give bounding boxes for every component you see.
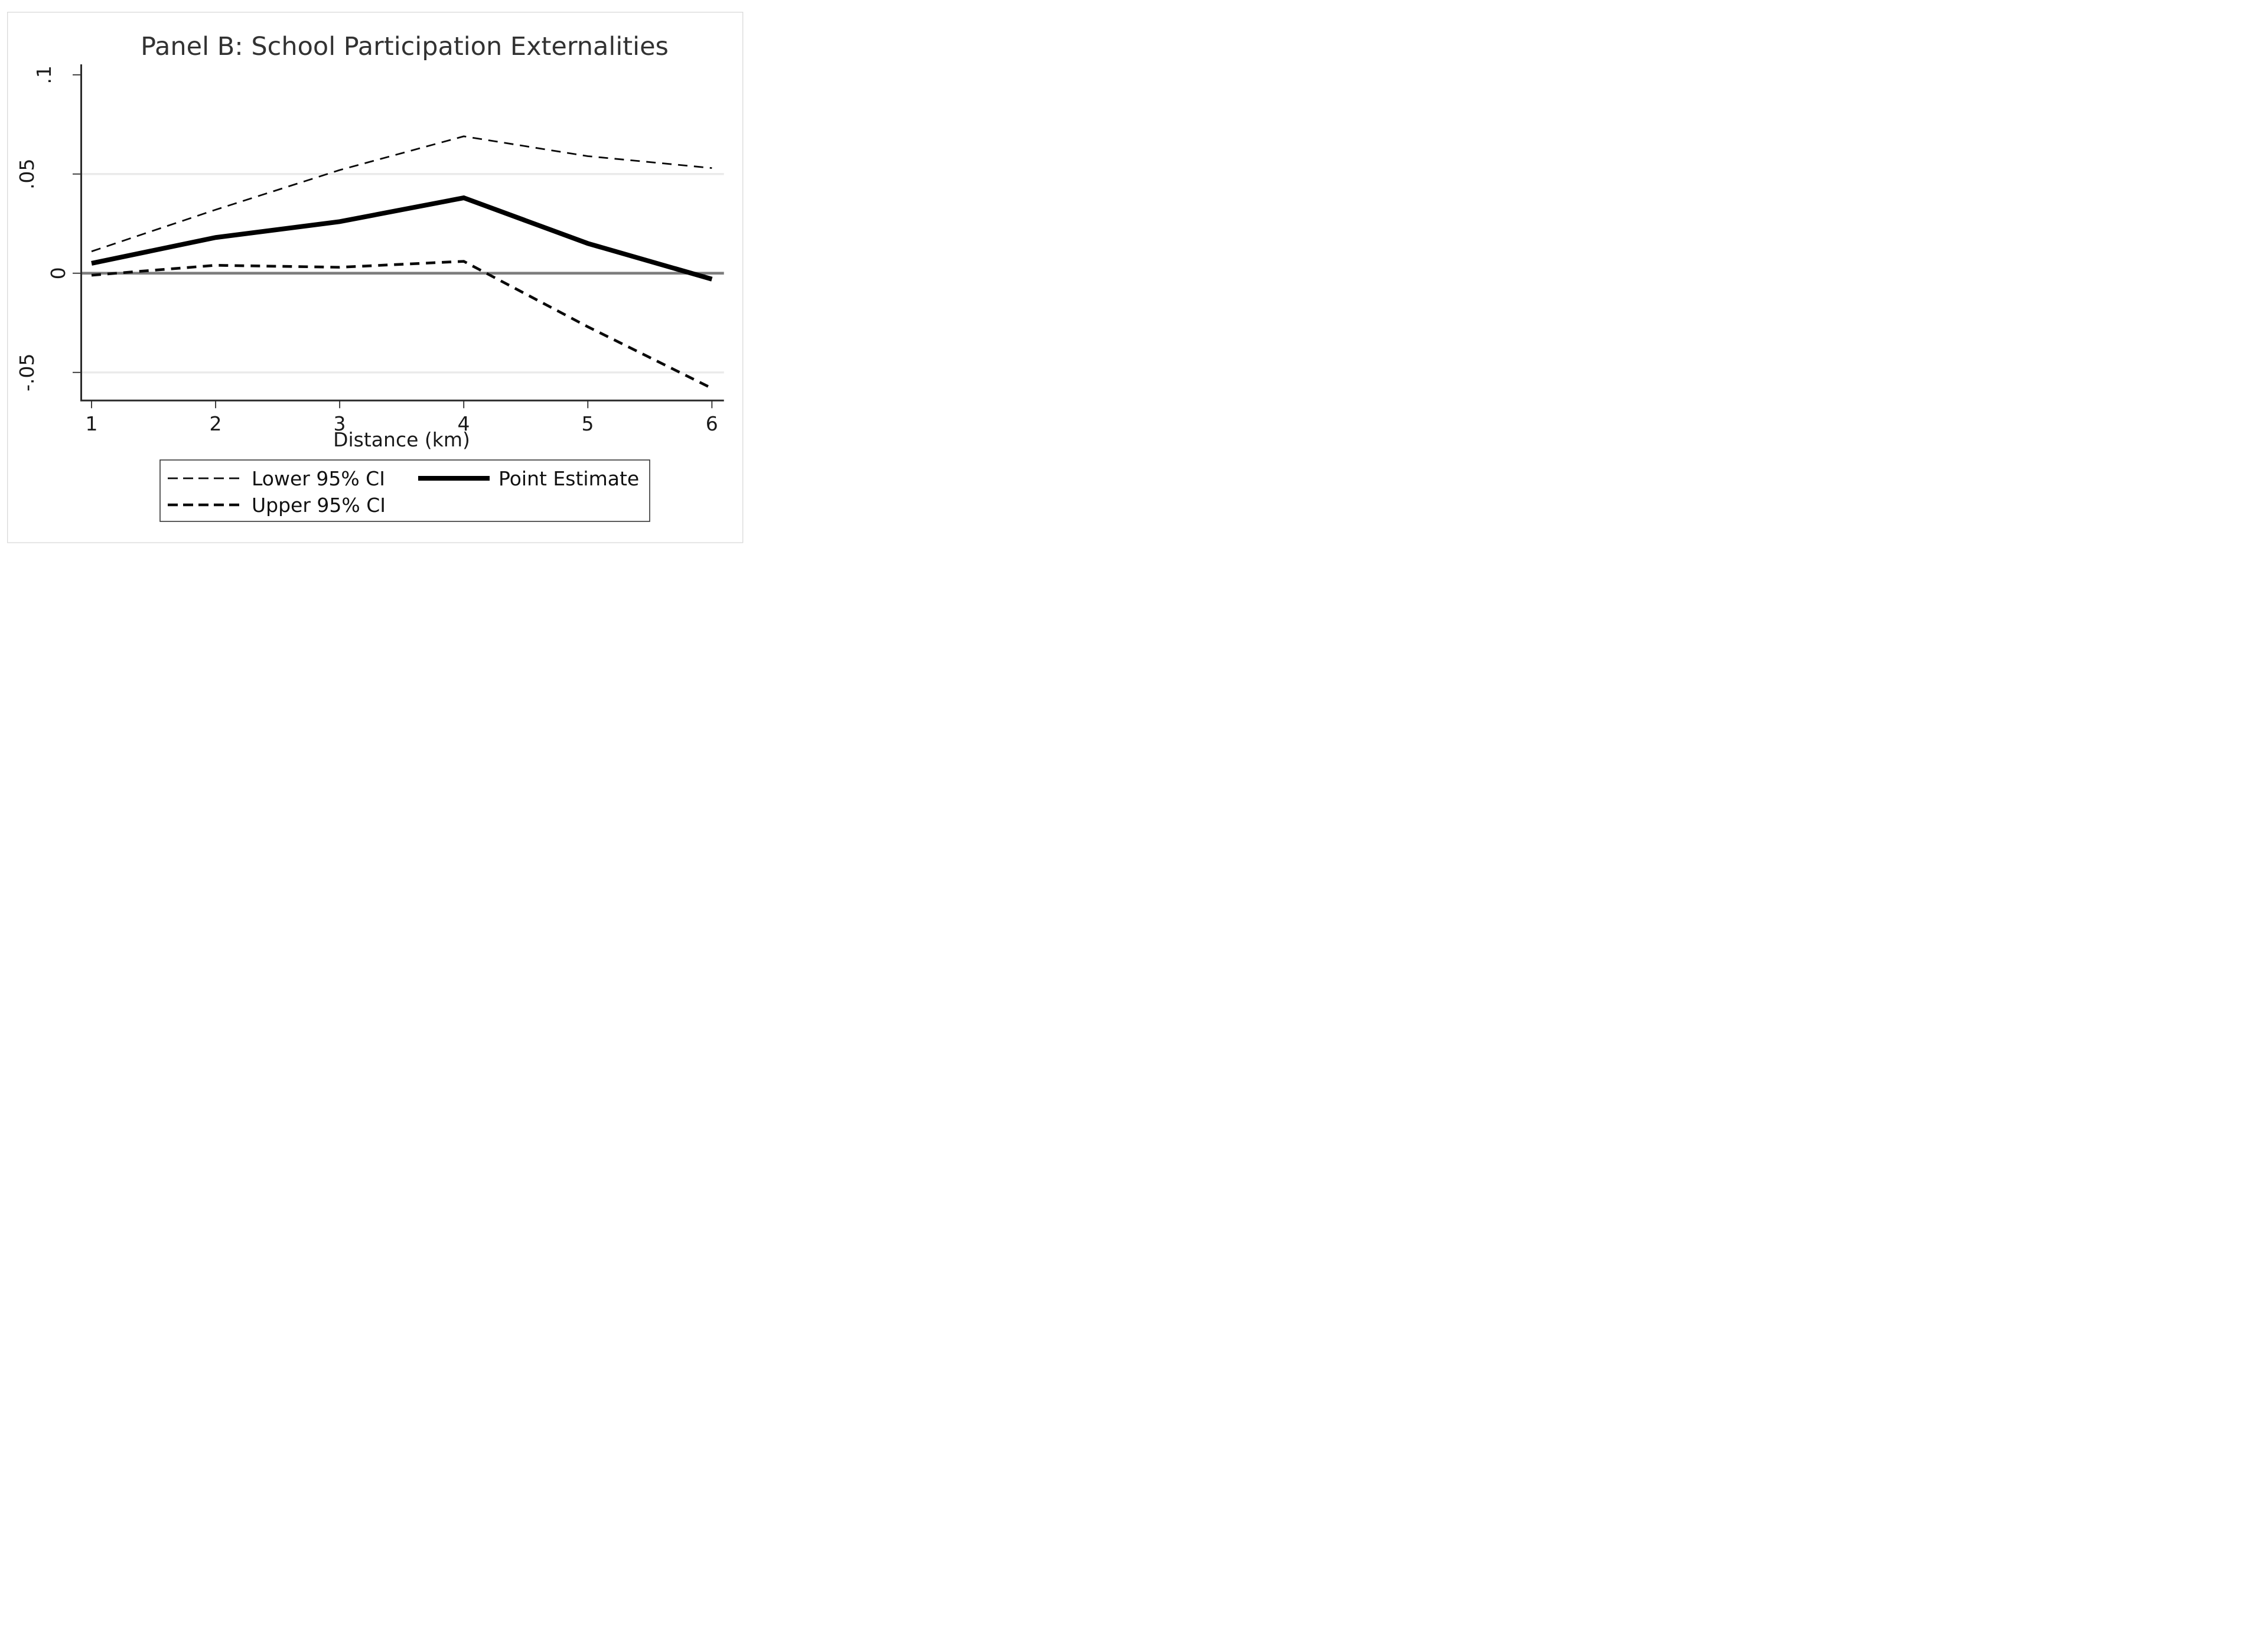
y-tick-label: .1: [32, 66, 56, 84]
axes-layer: [73, 64, 724, 409]
x-tick-label: 2: [210, 412, 222, 435]
series-layer: [91, 135, 713, 390]
y-tick-labels: .1 .05 0 -.05: [15, 66, 70, 391]
series-line-lower-95-ci: [91, 135, 712, 253]
legend-label-lower-ci: Lower 95% CI: [252, 467, 385, 490]
x-tick-label: 3: [334, 412, 346, 435]
legend-label-point-estimate: Point Estimate: [498, 467, 639, 490]
x-tick-labels: 1 2 3 4 5 6: [86, 412, 718, 435]
stata-graph-window: Panel B: School Participation Externalit…: [0, 0, 756, 550]
series-line-upper-95-ci: [91, 260, 713, 390]
y-tick-label: .05: [15, 158, 38, 189]
legend: Lower 95% CI Upper 95% CI Point Estimate: [159, 459, 650, 522]
gridlines-layer: [80, 173, 724, 374]
x-tick-label: 1: [86, 412, 98, 435]
chart-title: Panel B: School Participation Externalit…: [141, 32, 669, 61]
series-line-point-estimate: [91, 195, 713, 282]
x-tick-label: 4: [458, 412, 470, 435]
x-axis-title: Distance (km): [333, 428, 470, 451]
line-chart: Panel B: School Participation Externalit…: [7, 12, 744, 543]
legend-label-upper-ci: Upper 95% CI: [252, 494, 386, 517]
x-tick-label: 5: [582, 412, 594, 435]
y-tick-label: 0: [47, 267, 70, 279]
y-tick-label: -.05: [15, 354, 38, 391]
graph-outer-border: [7, 12, 744, 543]
x-tick-label: 6: [706, 412, 718, 435]
legend-box: [159, 459, 650, 522]
